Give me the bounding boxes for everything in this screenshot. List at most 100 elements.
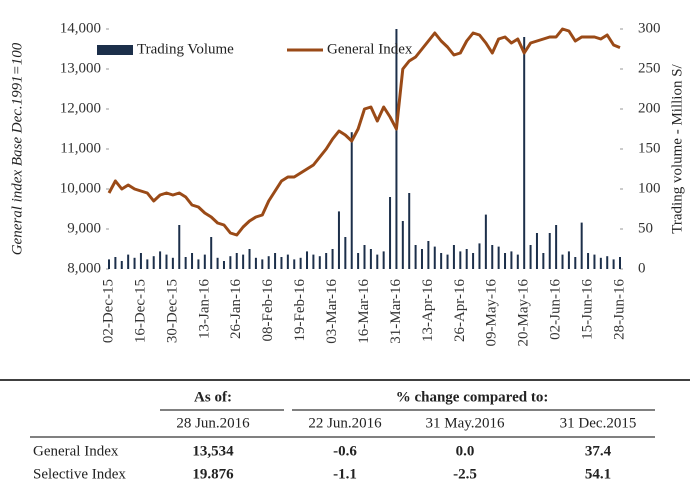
table-cell: 19.876 [192, 466, 234, 481]
y-tick-label: 13,000 [60, 60, 101, 76]
bar [229, 256, 232, 269]
bar [497, 246, 500, 269]
bar [261, 259, 264, 269]
bar [197, 259, 200, 269]
bar [593, 254, 596, 269]
bar [529, 245, 532, 269]
bar [344, 237, 347, 269]
y-tick-label: 8,000 [67, 260, 101, 276]
bar [574, 257, 577, 269]
bar [146, 259, 149, 269]
legend-label: General Index [327, 41, 413, 57]
bar [127, 254, 130, 269]
bar [420, 249, 423, 269]
bar [178, 225, 181, 269]
x-tick-label: 26-Apr-16 [452, 279, 468, 343]
bar [139, 253, 142, 269]
table-cell: -1.1 [333, 466, 357, 481]
bar [254, 257, 257, 269]
bar [331, 249, 334, 269]
table-cell: 13,534 [192, 443, 234, 459]
x-tick-label: 02-Dec-15 [100, 279, 116, 343]
bar [299, 257, 302, 269]
bar [274, 253, 277, 269]
bar [382, 251, 385, 269]
table-cell: -0.6 [333, 443, 357, 459]
y2-tick-label: 200 [638, 100, 661, 116]
y-tick-label: 14,000 [60, 20, 101, 36]
bar [548, 233, 551, 269]
bar [408, 193, 411, 269]
bar [484, 214, 487, 269]
row-label: General Index [33, 443, 119, 459]
bar [120, 261, 123, 269]
bar [523, 37, 526, 269]
bar [619, 257, 621, 269]
bar [504, 253, 507, 269]
bar [561, 254, 564, 269]
bar [222, 261, 225, 269]
bar [293, 259, 296, 269]
bar [171, 257, 174, 269]
x-tick-label: 13-Apr-16 [420, 279, 436, 343]
legend-label: Trading Volume [137, 41, 234, 57]
bar [280, 257, 283, 269]
y-axis-label: General index Base Dec.1991=100 [9, 42, 25, 255]
bar [478, 243, 481, 269]
bar [325, 253, 328, 269]
y2-tick-label: 100 [638, 180, 661, 196]
bar [414, 245, 417, 269]
bar [337, 211, 340, 269]
table-subheader: 31 Dec.2015 [560, 415, 637, 431]
x-tick-label: 08-Feb-16 [260, 279, 276, 342]
table-cell: -2.5 [453, 466, 477, 481]
table-cell: 54.1 [585, 466, 611, 481]
y2-tick-label: 50 [638, 220, 653, 236]
bar [433, 246, 436, 269]
bar [580, 222, 583, 269]
y2-tick-label: 250 [638, 60, 661, 76]
table-subheader: 28 Jun.2016 [176, 415, 250, 431]
bar [363, 245, 366, 269]
bar [152, 256, 155, 269]
x-tick-label: 09-May-16 [484, 279, 500, 347]
table-subheader: 31 May.2016 [425, 415, 505, 431]
bar [210, 237, 213, 269]
y-tick-label: 10,000 [60, 180, 101, 196]
bar [165, 254, 168, 269]
bar [350, 132, 353, 269]
bar [395, 29, 398, 269]
bar [242, 254, 245, 269]
table-header: % change compared to: [396, 389, 549, 405]
y2-tick-label: 150 [638, 140, 661, 156]
x-tick-label: 26-Jan-16 [228, 279, 244, 339]
table-subheader: 22 Jun.2016 [308, 415, 382, 431]
bar [191, 253, 194, 269]
table-cell: 0.0 [456, 443, 475, 459]
bar [452, 245, 455, 269]
line [107, 27, 621, 237]
legend-swatch [97, 45, 133, 55]
y-tick-label: 9,000 [67, 220, 101, 236]
bar [184, 257, 187, 269]
x-tick-label: 03-Mar-16 [324, 279, 340, 344]
bar [108, 259, 110, 269]
bar [216, 257, 219, 269]
bar [567, 251, 570, 269]
bar [235, 253, 238, 269]
bar [510, 251, 513, 269]
y2-tick-label: 300 [638, 20, 661, 36]
y-tick-label: 11,000 [60, 140, 101, 156]
x-tick-label: 31-Mar-16 [388, 279, 404, 344]
bar [440, 253, 443, 269]
bar [465, 249, 468, 269]
bar [401, 221, 404, 269]
bar [427, 241, 430, 269]
x-tick-label: 30-Dec-15 [164, 279, 180, 343]
bar [267, 256, 270, 269]
bar [114, 257, 117, 269]
bar [306, 251, 309, 269]
bar [446, 254, 449, 269]
bar [159, 251, 162, 269]
bar [376, 254, 379, 269]
